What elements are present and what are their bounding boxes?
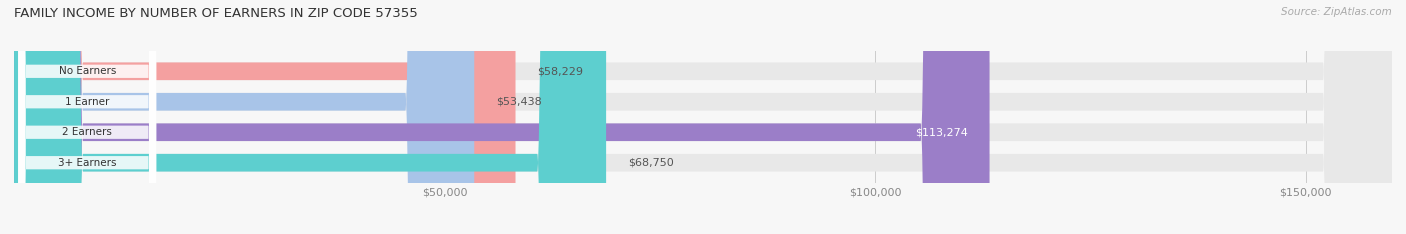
Text: $68,750: $68,750	[627, 158, 673, 168]
FancyBboxPatch shape	[14, 0, 516, 234]
Text: $113,274: $113,274	[915, 127, 967, 137]
FancyBboxPatch shape	[14, 0, 1392, 234]
FancyBboxPatch shape	[18, 0, 156, 234]
FancyBboxPatch shape	[18, 0, 156, 234]
FancyBboxPatch shape	[18, 0, 156, 234]
Text: 2 Earners: 2 Earners	[62, 127, 112, 137]
Text: $53,438: $53,438	[496, 97, 541, 107]
FancyBboxPatch shape	[14, 0, 990, 234]
Text: Source: ZipAtlas.com: Source: ZipAtlas.com	[1281, 7, 1392, 17]
Text: FAMILY INCOME BY NUMBER OF EARNERS IN ZIP CODE 57355: FAMILY INCOME BY NUMBER OF EARNERS IN ZI…	[14, 7, 418, 20]
FancyBboxPatch shape	[14, 0, 606, 234]
FancyBboxPatch shape	[14, 0, 1392, 234]
FancyBboxPatch shape	[18, 0, 156, 234]
Text: $58,229: $58,229	[537, 66, 583, 76]
FancyBboxPatch shape	[14, 0, 1392, 234]
FancyBboxPatch shape	[14, 0, 1392, 234]
Text: No Earners: No Earners	[59, 66, 115, 76]
Text: 1 Earner: 1 Earner	[65, 97, 110, 107]
Text: 3+ Earners: 3+ Earners	[58, 158, 117, 168]
FancyBboxPatch shape	[14, 0, 474, 234]
